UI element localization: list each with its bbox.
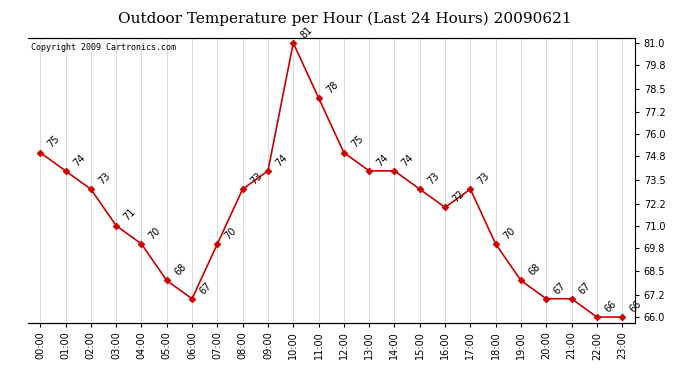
Text: 70: 70 bbox=[223, 225, 239, 241]
Text: 74: 74 bbox=[273, 152, 289, 168]
Text: 74: 74 bbox=[400, 152, 416, 168]
Text: 78: 78 bbox=[324, 79, 340, 95]
Text: 74: 74 bbox=[71, 152, 87, 168]
Text: Outdoor Temperature per Hour (Last 24 Hours) 20090621: Outdoor Temperature per Hour (Last 24 Ho… bbox=[118, 11, 572, 26]
Text: 68: 68 bbox=[526, 262, 542, 278]
Text: 75: 75 bbox=[349, 134, 365, 150]
Text: 73: 73 bbox=[476, 171, 492, 186]
Text: 81: 81 bbox=[299, 24, 315, 40]
Text: Copyright 2009 Cartronics.com: Copyright 2009 Cartronics.com bbox=[30, 43, 176, 52]
Text: 73: 73 bbox=[425, 171, 441, 186]
Text: 75: 75 bbox=[46, 134, 61, 150]
Text: 67: 67 bbox=[577, 280, 593, 296]
Text: 70: 70 bbox=[147, 225, 163, 241]
Text: 70: 70 bbox=[501, 225, 517, 241]
Text: 66: 66 bbox=[602, 298, 618, 314]
Text: 71: 71 bbox=[121, 207, 137, 223]
Text: 74: 74 bbox=[375, 152, 391, 168]
Text: 72: 72 bbox=[451, 189, 466, 205]
Text: 68: 68 bbox=[172, 262, 188, 278]
Text: 73: 73 bbox=[248, 171, 264, 186]
Text: 66: 66 bbox=[628, 298, 644, 314]
Text: 73: 73 bbox=[97, 171, 112, 186]
Text: 67: 67 bbox=[552, 280, 568, 296]
Text: 67: 67 bbox=[197, 280, 213, 296]
